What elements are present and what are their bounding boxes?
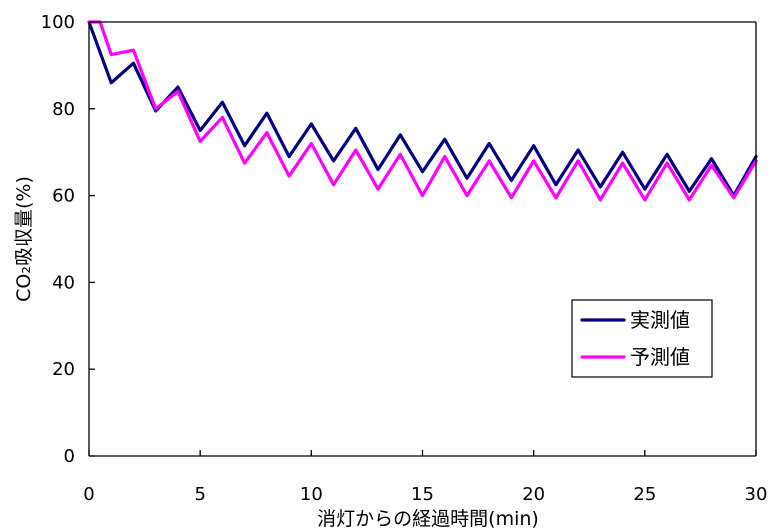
y-tick-label-60: 60	[52, 186, 75, 207]
x-tick-label-10: 10	[300, 484, 323, 505]
y-tick-label-100: 100	[41, 12, 75, 33]
y-tick-label-40: 40	[52, 272, 75, 293]
x-tick-label-5: 5	[194, 484, 205, 505]
x-axis-label: 消灯からの経過時間(min)	[317, 508, 539, 530]
y-tick-label-80: 80	[52, 99, 75, 120]
x-tick-label-25: 25	[633, 484, 656, 505]
y-axis-label: CO₂吸収量(%)	[13, 176, 35, 302]
y-tick-label-0: 0	[64, 446, 75, 467]
y-tick-label-20: 20	[52, 359, 75, 380]
x-tick-label-0: 0	[83, 484, 94, 505]
x-tick-label-15: 15	[411, 484, 434, 505]
x-tick-label-30: 30	[745, 484, 768, 505]
y-axis-ticks: 0 20 40 60 80 100	[41, 12, 95, 467]
series-layer	[87, 20, 758, 202]
series-line-predicted	[87, 20, 758, 202]
x-tick-label-20: 20	[522, 484, 545, 505]
x-axis-ticks: 0 5 10 15 20 25 30	[83, 450, 767, 505]
series-line-measured	[87, 20, 758, 198]
legend-label-measured: 実測値	[630, 308, 690, 332]
legend-label-predicted: 予測値	[630, 345, 690, 369]
legend-box	[571, 299, 713, 378]
